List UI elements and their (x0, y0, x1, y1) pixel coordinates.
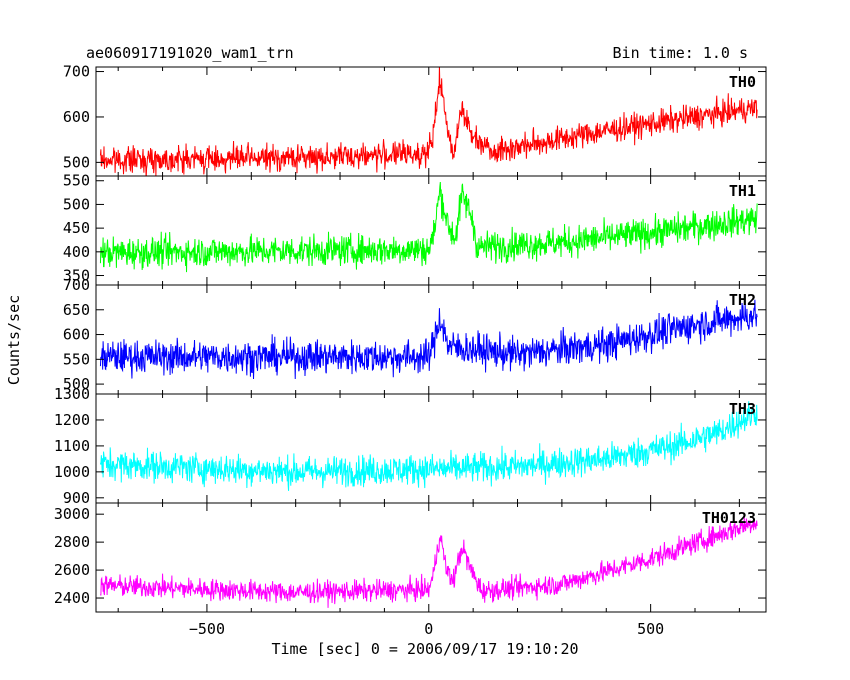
panel-frame-th0123 (95, 502, 767, 613)
series-line-th1 (99, 182, 758, 273)
y-tick-label: 2800 (54, 533, 90, 551)
series-line-th0123 (99, 516, 758, 608)
y-tick-label: 650 (63, 301, 90, 319)
observation-id-label: ae060917191020_wam1_trn (86, 44, 294, 62)
panel-frame-th3 (95, 393, 767, 504)
y-tick-label: 500 (63, 195, 90, 213)
y-tick-label: 1200 (54, 411, 90, 429)
y-tick-label: 400 (63, 243, 90, 261)
y-tick-label: 1100 (54, 437, 90, 455)
y-tick-label: 700 (63, 276, 90, 294)
y-tick-label: 900 (63, 489, 90, 507)
y-tick-label: 600 (63, 108, 90, 126)
panel-frame-th1 (95, 175, 767, 286)
y-tick-label: 1000 (54, 463, 90, 481)
y-tick-label: 2600 (54, 561, 90, 579)
x-tick-label: 500 (637, 620, 664, 638)
panel-label-th2: TH2 (729, 291, 756, 309)
y-tick-label: 500 (63, 153, 90, 171)
y-tick-label: 550 (63, 172, 90, 190)
y-tick-label: 500 (63, 375, 90, 393)
panel-label-th0123: TH0123 (702, 509, 756, 527)
y-tick-label: 1300 (54, 385, 90, 403)
x-tick-label: −500 (189, 620, 225, 638)
y-tick-label: 550 (63, 350, 90, 368)
x-tick-label: 0 (424, 620, 433, 638)
y-tick-label: 700 (63, 63, 90, 81)
series-line-th2 (99, 299, 758, 380)
x-axis-label: Time [sec] 0 = 2006/09/17 19:10:20 (271, 640, 579, 658)
y-tick-label: 350 (63, 267, 90, 285)
panel-label-th1: TH1 (729, 182, 756, 200)
series-line-th0 (99, 67, 758, 176)
y-tick-label: 3000 (54, 505, 90, 523)
panel-label-th3: TH3 (729, 400, 756, 418)
y-tick-label: 450 (63, 219, 90, 237)
y-tick-label: 2400 (54, 589, 90, 607)
y-tick-label: 600 (63, 326, 90, 344)
panel-label-th0: TH0 (729, 73, 756, 91)
bin-time-label: Bin time: 1.0 s (612, 44, 748, 62)
series-line-th3 (99, 401, 758, 491)
